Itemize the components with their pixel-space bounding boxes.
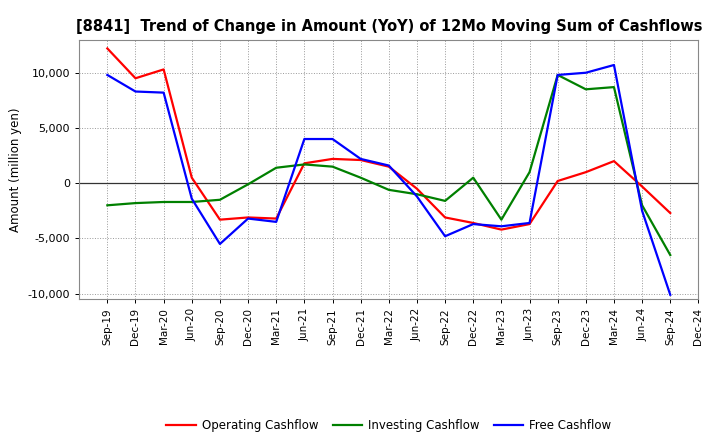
Investing Cashflow xyxy=(131,201,140,206)
Investing Cashflow xyxy=(300,162,309,167)
Investing Cashflow xyxy=(413,191,421,197)
Free Cashflow xyxy=(666,292,675,297)
Free Cashflow xyxy=(441,234,449,239)
Line: Operating Cashflow: Operating Cashflow xyxy=(107,48,670,230)
Operating Cashflow xyxy=(441,215,449,220)
Line: Free Cashflow: Free Cashflow xyxy=(107,65,670,295)
Investing Cashflow xyxy=(384,187,393,192)
Free Cashflow xyxy=(103,72,112,77)
Investing Cashflow xyxy=(554,72,562,77)
Free Cashflow xyxy=(356,156,365,161)
Investing Cashflow xyxy=(215,197,224,202)
Operating Cashflow xyxy=(159,67,168,72)
Investing Cashflow xyxy=(356,175,365,180)
Investing Cashflow xyxy=(441,198,449,204)
Y-axis label: Amount (million yen): Amount (million yen) xyxy=(9,107,22,231)
Title: [8841]  Trend of Change in Amount (YoY) of 12Mo Moving Sum of Cashflows: [8841] Trend of Change in Amount (YoY) o… xyxy=(76,19,702,34)
Investing Cashflow xyxy=(272,165,281,170)
Free Cashflow xyxy=(610,62,618,68)
Free Cashflow xyxy=(582,70,590,75)
Operating Cashflow xyxy=(272,216,281,221)
Operating Cashflow xyxy=(384,164,393,169)
Free Cashflow xyxy=(300,136,309,142)
Operating Cashflow xyxy=(244,215,253,220)
Investing Cashflow xyxy=(328,164,337,169)
Line: Investing Cashflow: Investing Cashflow xyxy=(107,75,670,255)
Operating Cashflow xyxy=(413,186,421,191)
Free Cashflow xyxy=(469,221,477,227)
Operating Cashflow xyxy=(469,220,477,226)
Operating Cashflow xyxy=(328,156,337,161)
Free Cashflow xyxy=(384,163,393,168)
Free Cashflow xyxy=(638,208,647,213)
Investing Cashflow xyxy=(525,169,534,175)
Legend: Operating Cashflow, Investing Cashflow, Free Cashflow: Operating Cashflow, Investing Cashflow, … xyxy=(162,414,616,436)
Investing Cashflow xyxy=(103,203,112,208)
Free Cashflow xyxy=(187,196,196,202)
Operating Cashflow xyxy=(300,161,309,166)
Free Cashflow xyxy=(244,216,253,221)
Free Cashflow xyxy=(525,220,534,226)
Operating Cashflow xyxy=(356,158,365,163)
Operating Cashflow xyxy=(666,210,675,216)
Operating Cashflow xyxy=(554,178,562,183)
Free Cashflow xyxy=(497,224,505,229)
Investing Cashflow xyxy=(582,87,590,92)
Operating Cashflow xyxy=(525,221,534,227)
Investing Cashflow xyxy=(497,217,505,222)
Operating Cashflow xyxy=(497,227,505,232)
Investing Cashflow xyxy=(638,203,647,208)
Investing Cashflow xyxy=(610,84,618,90)
Operating Cashflow xyxy=(638,184,647,189)
Free Cashflow xyxy=(272,219,281,224)
Operating Cashflow xyxy=(610,158,618,164)
Operating Cashflow xyxy=(103,46,112,51)
Free Cashflow xyxy=(159,90,168,95)
Free Cashflow xyxy=(413,194,421,199)
Investing Cashflow xyxy=(159,199,168,205)
Free Cashflow xyxy=(328,136,337,142)
Investing Cashflow xyxy=(187,199,196,205)
Operating Cashflow xyxy=(187,175,196,180)
Free Cashflow xyxy=(554,72,562,77)
Free Cashflow xyxy=(131,89,140,94)
Investing Cashflow xyxy=(469,175,477,180)
Operating Cashflow xyxy=(215,217,224,222)
Free Cashflow xyxy=(215,241,224,246)
Investing Cashflow xyxy=(666,253,675,258)
Operating Cashflow xyxy=(582,169,590,175)
Operating Cashflow xyxy=(131,76,140,81)
Investing Cashflow xyxy=(244,182,253,187)
